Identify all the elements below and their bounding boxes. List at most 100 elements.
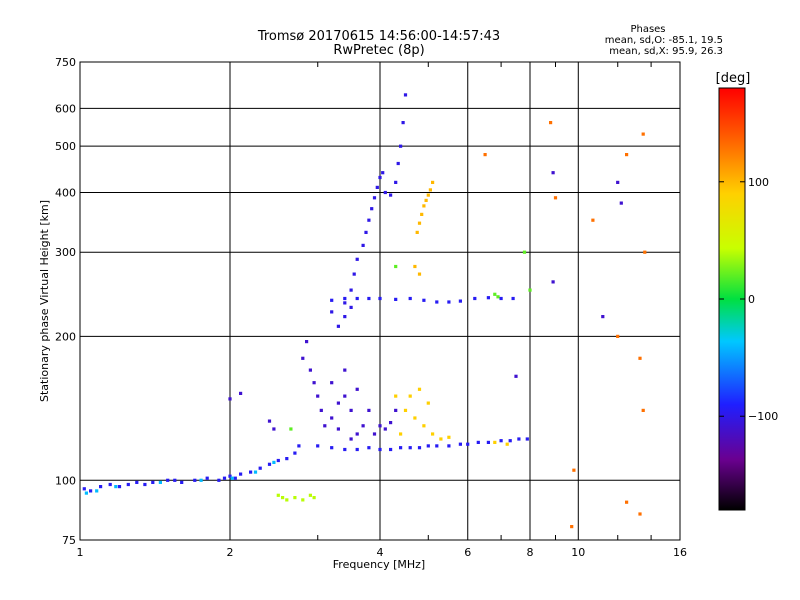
data-point (301, 498, 305, 502)
data-point (173, 478, 177, 482)
colorbar-ticks: 100 0 −100 (719, 176, 778, 423)
data-point (319, 408, 323, 412)
data-point (422, 424, 426, 428)
data-point (293, 496, 297, 500)
data-point (466, 442, 470, 446)
phase-stats-heading: Phases (630, 24, 665, 35)
data-point (422, 204, 426, 208)
data-point (228, 397, 232, 401)
data-point (426, 401, 430, 405)
y-tick-label: 100 (55, 474, 76, 487)
data-point (355, 432, 359, 436)
data-point (413, 264, 417, 269)
data-point (355, 257, 359, 261)
data-point (439, 437, 443, 441)
x-tick-label: 2 (227, 546, 234, 559)
data-point (372, 432, 377, 436)
data-point (117, 485, 122, 489)
data-point (424, 198, 428, 202)
data-point (349, 437, 353, 441)
data-point (511, 296, 515, 301)
phase-stats-x: mean, sd,X: 95.9, 26.3 (609, 46, 723, 57)
data-point (383, 427, 387, 431)
y-tick-label: 500 (55, 140, 76, 153)
data-point (233, 476, 237, 480)
data-point (417, 446, 422, 450)
data-point (378, 424, 382, 428)
data-point (458, 442, 462, 446)
data-point (625, 500, 629, 504)
phase-stats-o: mean, sd,O: -85.1, 19.5 (605, 35, 723, 46)
data-point (549, 121, 553, 125)
data-point (349, 305, 353, 309)
data-point (496, 295, 500, 299)
data-point (426, 444, 430, 448)
data-point (336, 324, 340, 328)
data-point (297, 444, 301, 448)
data-point (553, 196, 558, 200)
data-point (330, 446, 334, 450)
data-point (616, 334, 620, 338)
data-point (361, 424, 365, 428)
data-point (336, 401, 340, 405)
data-point (361, 243, 365, 247)
chart-title: Tromsø 20170615 14:56:00-14:57:43 (257, 29, 500, 44)
data-point (625, 153, 629, 157)
data-point (399, 144, 403, 148)
y-tick-label: 400 (55, 186, 76, 199)
y-axis-ticks: 75 100 200 300 400 500 600 750 (55, 56, 76, 547)
data-point (525, 437, 529, 441)
data-point (372, 196, 377, 200)
data-point (426, 193, 430, 197)
x-axis-ticks: 1 2 4 6 8 10 16 (77, 62, 687, 559)
data-point (570, 525, 574, 529)
data-point (276, 493, 280, 497)
data-point (396, 161, 400, 166)
data-point (312, 496, 316, 500)
data-point (272, 460, 276, 464)
data-point (394, 264, 398, 269)
data-point (394, 394, 398, 398)
colorbar-tick-label: −100 (748, 410, 778, 423)
data-point (435, 300, 439, 304)
data-point (473, 296, 477, 301)
data-point (499, 296, 503, 301)
colorbar-tick-label: 100 (748, 176, 769, 189)
data-point (99, 485, 103, 489)
data-point (413, 416, 417, 420)
data-point (305, 340, 309, 344)
data-point (258, 466, 262, 470)
data-point (378, 175, 382, 180)
y-axis-label: Stationary phase Virtual Height [km] (38, 200, 51, 402)
data-point (367, 296, 371, 301)
data-point (415, 230, 419, 234)
data-point (378, 447, 382, 452)
data-point (375, 185, 379, 189)
data-point (276, 458, 280, 463)
data-point (349, 408, 353, 412)
data-point (551, 171, 555, 175)
data-point (601, 315, 605, 319)
data-point (505, 442, 509, 446)
data-point (370, 207, 374, 211)
data-point (199, 478, 203, 482)
data-point (458, 299, 462, 303)
data-point (267, 419, 272, 423)
data-point (308, 493, 312, 497)
data-point (619, 201, 623, 205)
data-point (643, 250, 647, 254)
data-point (408, 296, 412, 301)
data-point (89, 489, 93, 493)
data-point (330, 310, 334, 314)
data-point (431, 180, 435, 184)
data-point (641, 408, 645, 412)
data-point (253, 470, 258, 474)
data-point (399, 432, 403, 436)
chart-subtitle: RwPretec (8p) (333, 43, 424, 58)
data-point (217, 478, 221, 482)
data-point (126, 482, 130, 487)
data-point (431, 432, 435, 436)
data-point (343, 315, 347, 319)
data-point (355, 447, 359, 452)
